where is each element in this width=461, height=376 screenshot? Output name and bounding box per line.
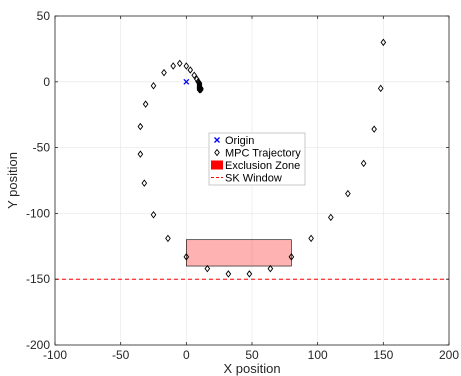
legend-box xyxy=(208,132,306,186)
trajectory-point xyxy=(161,68,167,77)
legend-swatch-origin xyxy=(214,137,220,143)
legend-swatch-zone xyxy=(211,160,223,170)
trajectory-point xyxy=(187,66,194,74)
exclusion-zone-layer xyxy=(186,239,292,267)
trajectory-point xyxy=(308,234,314,243)
trajectory-point xyxy=(345,189,351,198)
legend-swatch-trajectory xyxy=(214,148,220,157)
y-tick-label: -100 xyxy=(26,206,50,220)
trajectory-point xyxy=(165,234,171,243)
y-tick-label: 0 xyxy=(43,75,50,89)
trajectory-point xyxy=(141,179,148,187)
trajectory-point xyxy=(197,85,204,94)
y-tick-label: 50 xyxy=(37,9,51,23)
trajectory-point xyxy=(194,75,200,83)
exclusion-zone-rect xyxy=(186,239,292,267)
trajectory-point xyxy=(170,62,177,70)
legend-item: Origin xyxy=(214,135,254,147)
trajectory-point xyxy=(246,270,253,278)
trajectory-point xyxy=(360,159,367,168)
y-tick-label: -200 xyxy=(26,338,50,352)
trajectory-point xyxy=(225,270,232,278)
origin-marker xyxy=(183,78,190,85)
x-tick-label: 150 xyxy=(373,348,393,362)
legend-label: Origin xyxy=(225,135,254,147)
trajectory-point xyxy=(371,125,377,133)
trajectory-point xyxy=(327,213,334,222)
trajectory-point xyxy=(191,71,198,79)
x-tick-label: 50 xyxy=(245,348,259,362)
trajectory-point xyxy=(183,62,190,70)
trajectory-point xyxy=(183,253,190,261)
trajectory-point xyxy=(377,84,384,93)
axis-ticks: -100 -50 0 50 100 150 200 -200 -150 -100 -50 0 50 xyxy=(26,9,459,362)
x-tick-label: 100 xyxy=(308,348,328,362)
y-tick-label: -50 xyxy=(33,141,51,155)
x-tick-label: -50 xyxy=(112,348,130,362)
origin-layer xyxy=(183,78,190,85)
trajectory-point xyxy=(137,122,144,131)
trajectory-point xyxy=(150,81,157,90)
x-tick-label: -100 xyxy=(43,348,67,362)
trajectory-point xyxy=(196,83,203,91)
legend-label: SK Window xyxy=(225,173,282,185)
trajectory-point xyxy=(150,210,157,219)
y-axis-label: Y position xyxy=(5,152,20,209)
legend-item: MPC Trajectory xyxy=(214,148,301,160)
x-tick-label: 0 xyxy=(183,348,190,362)
trajectory-layer xyxy=(137,38,387,278)
origin-marker-stroke xyxy=(183,78,190,85)
trajectory-point xyxy=(380,38,387,47)
trajectory-point xyxy=(204,264,211,273)
x-axis-label: X position xyxy=(223,361,280,376)
trajectory-point xyxy=(267,264,274,273)
trajectory-point xyxy=(288,253,295,261)
legend-item: Exclusion Zone xyxy=(211,160,300,172)
legend-item: SK Window xyxy=(211,173,282,185)
trajectory-point xyxy=(176,59,183,68)
y-tick-label: -150 xyxy=(26,272,50,286)
trajectory-point xyxy=(137,150,144,158)
x-tick-label: 200 xyxy=(439,348,459,362)
legend-label: MPC Trajectory xyxy=(225,148,301,160)
legend-label: Exclusion Zone xyxy=(225,160,300,172)
trajectory-point xyxy=(142,100,149,108)
